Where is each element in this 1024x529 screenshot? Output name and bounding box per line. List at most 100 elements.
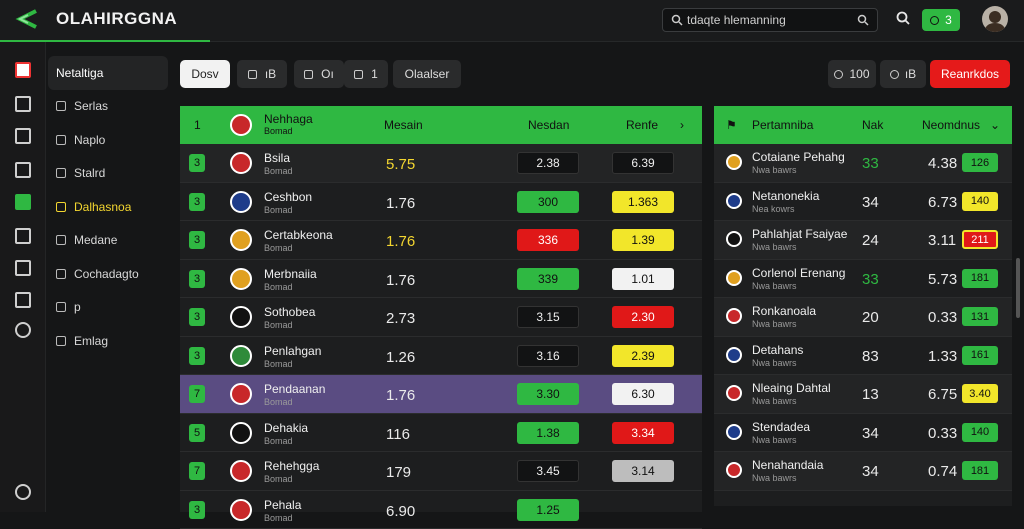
odds-button[interactable]: 1.25 (517, 499, 579, 521)
sidebar-item[interactable]: Medane (48, 224, 168, 258)
mail-icon[interactable] (15, 260, 31, 276)
header-col3[interactable]: Neomdnus (922, 118, 980, 132)
odds-button[interactable]: 3.34 (612, 422, 674, 444)
view-button-1[interactable]: 100 (828, 60, 876, 88)
odds-badge[interactable]: 131 (962, 307, 998, 326)
team-name[interactable]: Pehala (264, 498, 301, 512)
chevron-down-icon[interactable]: ⌄ (990, 118, 1000, 132)
odds-button[interactable]: 3.14 (612, 460, 674, 482)
team-name[interactable]: Ceshbon (264, 190, 312, 204)
tab-olaalser[interactable]: Olaalser (393, 60, 461, 88)
grid-icon[interactable] (15, 292, 31, 308)
odds-badge[interactable]: 211 (962, 230, 998, 249)
header-col3[interactable]: Renfe (626, 118, 658, 132)
odds-button[interactable]: 339 (517, 268, 579, 290)
odds-button[interactable]: 2.38 (517, 152, 579, 174)
odds-button[interactable]: 3.15 (517, 306, 579, 328)
team-name[interactable]: Penlahgan (264, 344, 321, 358)
odds-badge[interactable]: 181 (962, 269, 998, 288)
odds-button[interactable]: 3.16 (517, 345, 579, 367)
team-name[interactable]: Certabkeona (264, 228, 333, 242)
odds-badge[interactable]: 140 (962, 192, 998, 211)
scrollbar[interactable] (1016, 258, 1020, 318)
help-icon[interactable] (15, 484, 31, 500)
primary-action-button[interactable]: Reanrkdos (930, 60, 1010, 88)
logo-icon[interactable] (14, 9, 40, 29)
odds-button[interactable]: 2.30 (612, 306, 674, 328)
header-col2[interactable]: Nesdan (528, 118, 569, 132)
team-name[interactable]: Corlenol Erenang (752, 266, 845, 280)
team-name[interactable]: Dehakia (264, 421, 308, 435)
team-name[interactable]: Merbnaiia (264, 267, 317, 281)
header-col1[interactable]: Mesain (384, 118, 423, 132)
odds-badge[interactable]: 140 (962, 423, 998, 442)
avatar[interactable] (982, 6, 1008, 32)
tab-edit[interactable]: 1 (344, 60, 388, 88)
sidebar-item[interactable]: Cochadagto (48, 257, 168, 291)
sidebar-item[interactable]: Netaltiga (48, 56, 168, 90)
odds-button[interactable]: 1.39 (612, 229, 674, 251)
check-icon[interactable] (15, 194, 31, 210)
team-name[interactable]: Rehehgga (264, 459, 319, 473)
team-name[interactable]: Nleaing Dahtal (752, 381, 831, 395)
odds-button[interactable]: 336 (517, 229, 579, 251)
sidebar-item[interactable]: p (48, 291, 168, 325)
odds-button[interactable]: 3.30 (517, 383, 579, 405)
team-name[interactable]: Pahlahjat Fsaiyae (752, 227, 847, 241)
team-name[interactable]: Pendaanan (264, 382, 325, 396)
search-icon[interactable] (896, 11, 910, 25)
odds-button[interactable]: 6.30 (612, 383, 674, 405)
sidebar-item[interactable]: Dalhasnoa (48, 190, 168, 224)
chevron-right-icon[interactable]: › (680, 118, 684, 132)
sidebar-item[interactable]: Serlas (48, 90, 168, 124)
odds-button[interactable]: 1.01 (612, 268, 674, 290)
search-input[interactable]: tdaqte hlemanning (662, 8, 878, 32)
search-submit-icon[interactable] (857, 14, 869, 26)
team-name[interactable]: Nenahandaia (752, 458, 823, 472)
sidebar-item[interactable]: Emlag (48, 324, 168, 358)
odds-badge[interactable]: 161 (962, 346, 998, 365)
header-col2[interactable]: Nak (862, 118, 883, 132)
odds-button[interactable]: 6.39 (612, 152, 674, 174)
tab-book[interactable]: Oı (294, 60, 344, 88)
odds-badge[interactable]: 3.40 (962, 384, 998, 403)
tab-dosv[interactable]: Dosv (180, 60, 230, 88)
odds-button[interactable]: 300 (517, 191, 579, 213)
odds-button[interactable]: 3.45 (517, 460, 579, 482)
chat-icon[interactable] (15, 128, 31, 144)
team-name[interactable]: Detahans (752, 343, 803, 357)
team-name[interactable]: Ronkanoala (752, 304, 816, 318)
sidebar-item[interactable]: Stalrd (48, 157, 168, 191)
odds-button[interactable]: 2.39 (612, 345, 674, 367)
sidebar-item[interactable]: Naplo (48, 123, 168, 157)
odds-badge[interactable]: 126 (962, 153, 998, 172)
team-name[interactable]: Stendadea (752, 420, 810, 434)
odds-button[interactable]: 1.38 (517, 422, 579, 444)
team-name[interactable]: Netanonekia (752, 189, 819, 203)
flag-icon[interactable] (15, 62, 31, 78)
video-icon[interactable] (15, 162, 31, 178)
header-col1[interactable]: Pertamniba (752, 118, 813, 132)
team-name[interactable]: Sothobea (264, 305, 315, 319)
team-name[interactable]: Cotaiane Pehahg (752, 150, 845, 164)
tab-filter[interactable]: ıB (237, 60, 287, 88)
odds-button[interactable]: 1.363 (612, 191, 674, 213)
notifications-badge[interactable]: 3 (922, 9, 960, 31)
